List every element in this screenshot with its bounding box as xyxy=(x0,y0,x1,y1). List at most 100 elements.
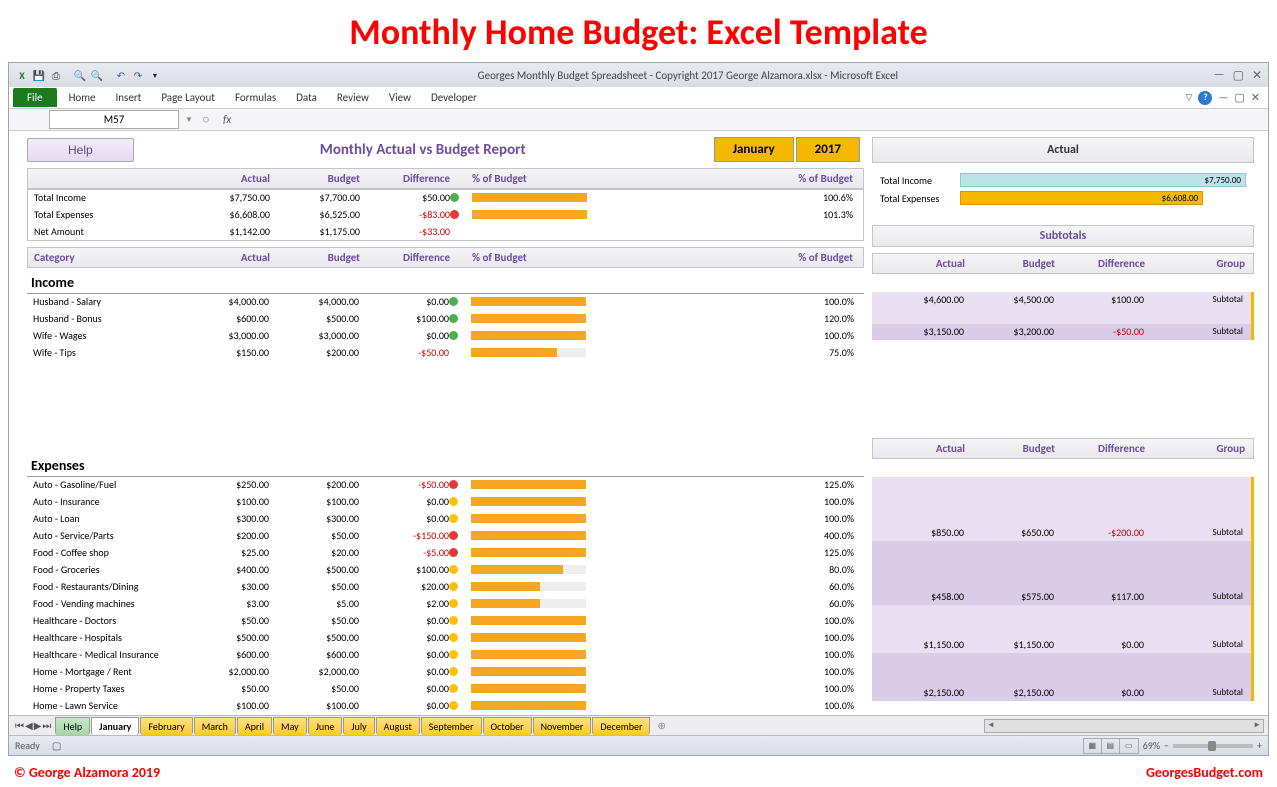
sheet-tab-june[interactable]: June xyxy=(308,717,343,735)
tab-nav-last-icon[interactable]: ⏭ xyxy=(42,719,51,732)
cell-indicator xyxy=(450,225,466,239)
sheet-tab-august[interactable]: August xyxy=(376,717,420,735)
view-normal-icon[interactable]: ▦ xyxy=(1084,739,1102,753)
subtotal-row xyxy=(872,509,1251,525)
cell-diff: -$50.00 xyxy=(359,478,449,493)
ribbon-min-icon[interactable]: — xyxy=(1218,91,1228,104)
save-icon[interactable]: 💾 xyxy=(32,68,46,82)
view-pagebreak-icon[interactable]: ▭ xyxy=(1120,739,1138,753)
horizontal-scrollbar[interactable] xyxy=(984,719,1264,733)
sheet-tab-september[interactable]: September xyxy=(421,717,482,735)
find2-icon[interactable]: 🔍 xyxy=(90,68,104,82)
status-dot-icon xyxy=(449,331,458,340)
ribbon-tab-home[interactable]: Home xyxy=(59,88,106,107)
status-dot-icon xyxy=(449,701,458,710)
ribbon-tab-insert[interactable]: Insert xyxy=(106,88,152,107)
sheet-tab-may[interactable]: May xyxy=(273,717,307,735)
cell-actual: $600.00 xyxy=(179,648,269,663)
copyright: © George Alzamora 2019 xyxy=(14,764,160,781)
cell-budget: $300.00 xyxy=(269,512,359,527)
total-income-label: Total Income xyxy=(880,174,960,187)
qat-dropdown-icon[interactable]: ▼ xyxy=(148,68,162,82)
month-selector[interactable]: January xyxy=(714,137,794,162)
year-selector[interactable]: 2017 xyxy=(796,137,860,162)
tab-nav-next-icon[interactable]: ▶ xyxy=(34,719,42,732)
cell-bar xyxy=(465,529,595,544)
ribbon-caret-icon[interactable]: ▽ xyxy=(1185,92,1192,103)
ribbon-tab-data[interactable]: Data xyxy=(286,88,327,107)
new-sheet-icon[interactable]: ⊕ xyxy=(651,719,671,732)
zoom-slider[interactable] xyxy=(1173,744,1253,748)
namebox-dropdown-icon[interactable]: ▼ xyxy=(181,115,197,125)
fx-label[interactable]: fx xyxy=(215,113,239,126)
status-dot-icon xyxy=(449,565,458,574)
subtotal-row: $3,150.00$3,200.00-$50.00Subtotal xyxy=(872,324,1251,340)
cell-bar xyxy=(465,495,595,510)
table-row: Food - Coffee shop$25.00$20.00-$5.00125.… xyxy=(27,545,864,562)
cell-bar xyxy=(466,208,596,223)
table-row: Auto - Gasoline/Fuel$250.00$200.00-$50.0… xyxy=(27,477,864,494)
find-icon[interactable]: 🔍 xyxy=(73,68,87,82)
cell-actual: $3.00 xyxy=(179,597,269,612)
zoom-out-icon[interactable]: − xyxy=(1164,739,1169,752)
macro-record-icon[interactable]: ▢ xyxy=(52,739,61,752)
sheet-tab-march[interactable]: March xyxy=(194,717,236,735)
sheet-tab-october[interactable]: October xyxy=(483,717,532,735)
print-icon[interactable]: ⎙ xyxy=(49,68,63,82)
subtotals-header-2: Actual Budget Difference Group xyxy=(872,438,1254,459)
sheet-tab-july[interactable]: July xyxy=(343,717,374,735)
ribbon-tabs: File HomeInsertPage LayoutFormulasDataRe… xyxy=(9,87,1268,109)
tab-nav-first-icon[interactable]: ⏮ xyxy=(15,719,24,732)
help-icon[interactable]: ? xyxy=(1198,91,1212,105)
sheet-tab-december[interactable]: December xyxy=(592,717,650,735)
ribbon-tab-developer[interactable]: Developer xyxy=(421,88,487,107)
cell-diff: -$33.00 xyxy=(360,225,450,239)
sub-budget: $575.00 xyxy=(964,590,1054,604)
excel-icon[interactable]: X xyxy=(15,68,29,82)
status-dot-icon xyxy=(449,548,458,557)
cell-diff: -$150.00 xyxy=(359,529,449,544)
ribbon-tab-formulas[interactable]: Formulas xyxy=(225,88,286,107)
actual-header: Actual xyxy=(872,137,1254,163)
cell-pct: 60.0% xyxy=(595,580,862,595)
sheet-tab-april[interactable]: April xyxy=(237,717,272,735)
maximize-icon[interactable]: ▢ xyxy=(1233,68,1244,83)
sheet-tab-help[interactable]: Help xyxy=(55,717,90,735)
help-button[interactable]: Help xyxy=(27,138,134,162)
view-layout-icon[interactable]: ▤ xyxy=(1102,739,1120,753)
close-icon[interactable]: ✕ xyxy=(1252,68,1262,83)
cell-budget: $500.00 xyxy=(269,563,359,578)
minimize-icon[interactable]: — xyxy=(1214,68,1225,83)
sheet-tab-february[interactable]: February xyxy=(140,717,192,735)
ribbon-tab-view[interactable]: View xyxy=(379,88,421,107)
excel-window: X 💾 ⎙ 🔍 🔍 ↶ ↷ ▼ Georges Monthly Budget S… xyxy=(8,62,1269,756)
cell-indicator xyxy=(449,580,465,595)
undo-icon[interactable]: ↶ xyxy=(114,68,128,82)
cell-pct: 75.0% xyxy=(595,346,862,360)
tab-nav-prev-icon[interactable]: ◀ xyxy=(25,719,33,732)
zoom-level[interactable]: 69% xyxy=(1143,739,1160,752)
sheet-tab-november[interactable]: November xyxy=(533,717,592,735)
name-box[interactable]: M57 xyxy=(49,110,179,129)
cell-budget: $500.00 xyxy=(269,312,359,327)
cell-indicator xyxy=(449,295,465,310)
cell-budget: $600.00 xyxy=(269,648,359,663)
zoom-in-icon[interactable]: + xyxy=(1257,739,1262,752)
ribbon-restore-icon[interactable]: ▢ xyxy=(1234,91,1244,104)
ribbon-tab-page-layout[interactable]: Page Layout xyxy=(151,88,225,107)
cell-bar xyxy=(466,191,596,206)
cell-pct: 80.0% xyxy=(595,563,862,578)
cell-category: Auto - Loan xyxy=(29,512,179,527)
cell-budget: $2,000.00 xyxy=(269,665,359,680)
redo-icon[interactable]: ↷ xyxy=(131,68,145,82)
cell-diff: $100.00 xyxy=(359,312,449,327)
ribbon-close-icon[interactable]: ✕ xyxy=(1251,91,1260,104)
cell-bar xyxy=(465,614,595,629)
total-expenses-label: Total Expenses xyxy=(880,192,960,205)
ribbon-tab-review[interactable]: Review xyxy=(327,88,379,107)
cell-budget: $50.00 xyxy=(269,682,359,697)
sub-budget: $3,200.00 xyxy=(964,325,1054,339)
sheet-tab-active[interactable]: January xyxy=(91,717,139,735)
file-tab[interactable]: File xyxy=(13,88,57,107)
page-footer: © George Alzamora 2019 GeorgesBudget.com xyxy=(0,756,1277,787)
